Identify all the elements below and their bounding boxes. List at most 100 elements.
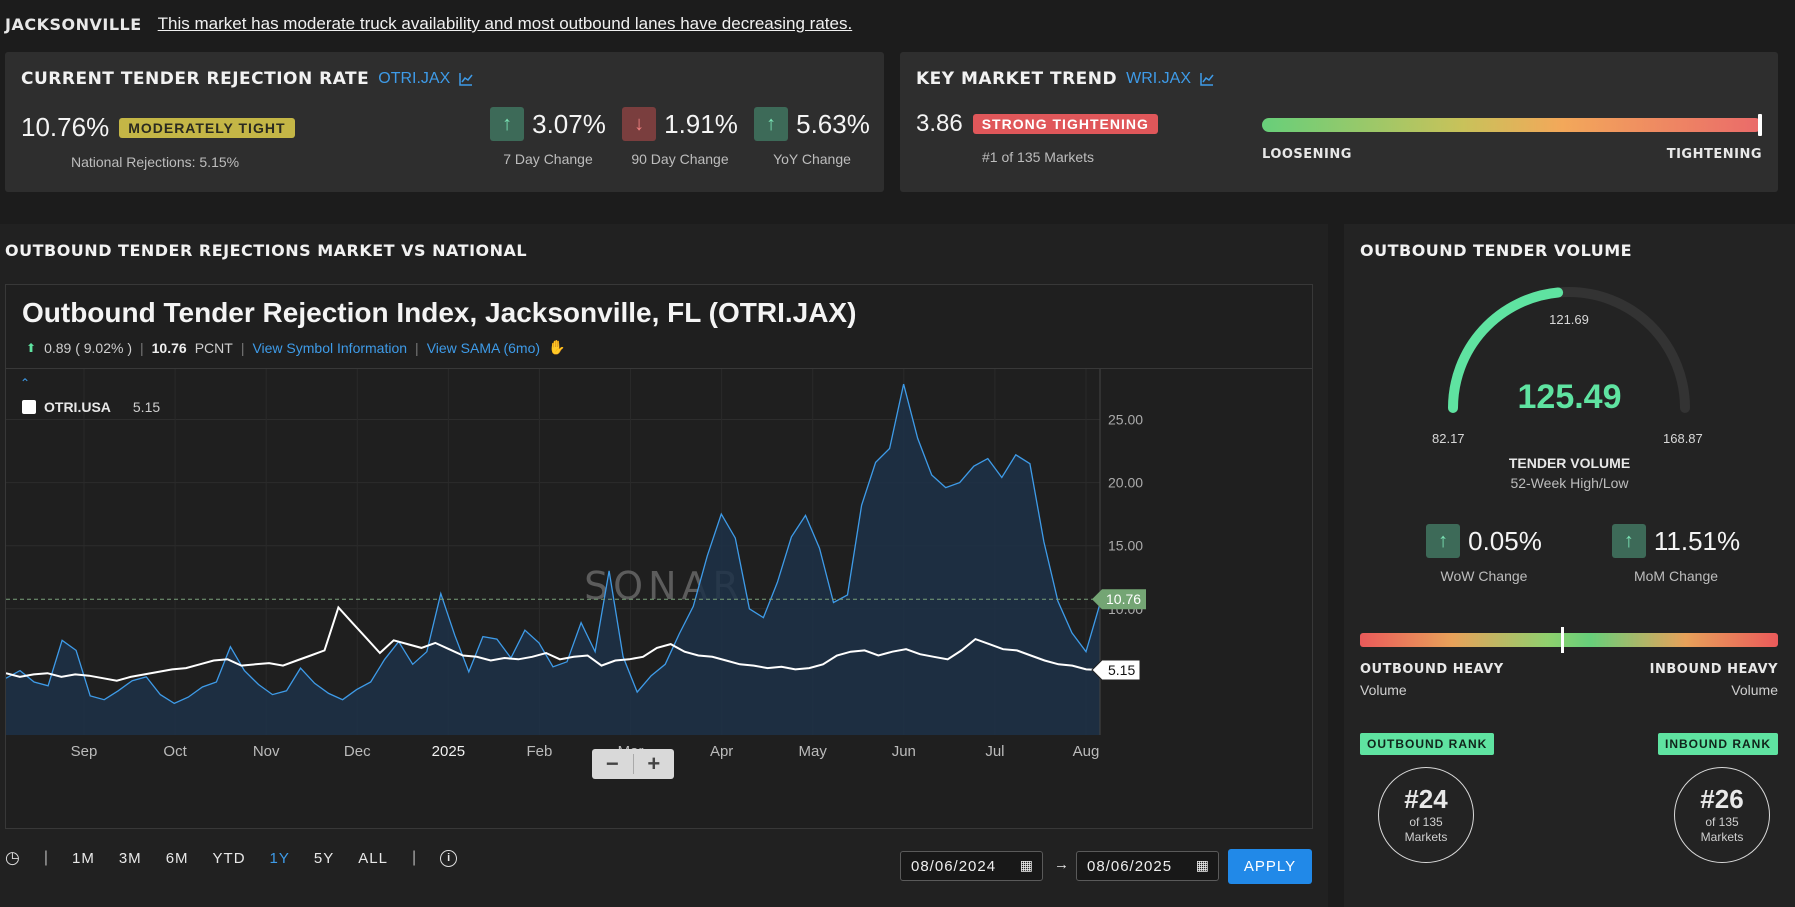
- balance-marker: [1561, 627, 1565, 653]
- gauge-marker-value: 121.69: [1549, 312, 1589, 327]
- calendar-icon[interactable]: ▦: [1195, 857, 1210, 873]
- view-sama-link[interactable]: View SAMA (6mo): [426, 339, 541, 356]
- section-title: OUTBOUND TENDER VOLUME: [1360, 241, 1633, 260]
- chart-section: OUTBOUND TENDER REJECTIONS MARKET VS NAT…: [0, 224, 1328, 907]
- volume-sublabel: 52-Week High/Low: [1510, 475, 1629, 491]
- trend-value: 3.86: [916, 110, 963, 137]
- info-icon[interactable]: i: [440, 849, 458, 867]
- gauge-high: 168.87: [1663, 431, 1703, 446]
- view-symbol-link[interactable]: View Symbol Information: [252, 339, 408, 356]
- change-7day: ↑ 3.07% 7 Day Change: [483, 107, 613, 167]
- range-3m-button[interactable]: 3M: [118, 849, 142, 867]
- change-label: WoW Change: [1440, 568, 1528, 584]
- inbound-rank-circle: #26 of 135 Markets: [1674, 767, 1770, 863]
- x-tick-label: Aug: [1073, 743, 1100, 760]
- range-ytd-button[interactable]: YTD: [212, 849, 246, 867]
- volume-value: 125.49: [1517, 378, 1622, 416]
- x-axis: SepOctNovDec2025FebMarAprMayJunJulAug: [71, 743, 1100, 760]
- rejection-rate-value: 10.76%: [21, 112, 110, 142]
- trend-gradient-bar: [1262, 114, 1762, 136]
- legend-swatch[interactable]: [22, 400, 36, 414]
- tightening-label: TIGHTENING: [1666, 147, 1762, 162]
- series-line-OTRI.USA: [6, 605, 1101, 682]
- series-line-OTRI.JAX: [6, 383, 1101, 705]
- outbound-rank-tag: OUTBOUND RANK: [1360, 733, 1495, 755]
- series-area-OTRI.JAX: [6, 384, 1100, 735]
- rank-markets: Markets: [1404, 830, 1448, 844]
- change-label: 90 Day Change: [631, 151, 729, 167]
- zoom-out-button[interactable]: −: [605, 751, 619, 776]
- symbol-link[interactable]: WRI.JAX: [1126, 70, 1192, 87]
- chart-frame: Outbound Tender Rejection Index, Jackson…: [5, 284, 1313, 829]
- range-1y-button[interactable]: 1Y: [269, 849, 290, 867]
- change-value: 5.63%: [796, 108, 870, 139]
- x-tick-label: May: [799, 743, 828, 760]
- chart-current-value: 10.76: [151, 339, 187, 356]
- panel-title: CURRENT TENDER REJECTION RATE: [21, 69, 370, 89]
- sama-icon[interactable]: ✋: [548, 339, 566, 355]
- chart-change: 0.89 ( 9.02% ): [44, 339, 132, 356]
- volume-gauge: [1448, 287, 1690, 413]
- arrow-up-icon: ↑: [490, 107, 525, 141]
- zoom-in-button[interactable]: +: [647, 751, 661, 776]
- change-90day: ↓ 1.91% 90 Day Change: [613, 107, 747, 167]
- gauge-fill: [1448, 287, 1564, 413]
- rank-markets: Markets: [1700, 830, 1744, 844]
- y-tick-label: 15.00: [1108, 538, 1143, 554]
- end-date-input[interactable]: 08/06/2025 ▦: [1076, 851, 1219, 881]
- section-title: OUTBOUND TENDER REJECTIONS MARKET VS NAT…: [5, 241, 528, 260]
- x-tick-label: Jun: [892, 743, 916, 760]
- range-toolbar: ◷ | 1M 3M 6M YTD 1Y 5Y ALL | i: [5, 848, 458, 868]
- volume-label: TENDER VOLUME: [1508, 455, 1631, 471]
- national-value-tag: [1091, 659, 1141, 681]
- loosening-label: LOOSENING: [1262, 147, 1352, 162]
- x-tick-label: Feb: [527, 743, 553, 760]
- range-6m-button[interactable]: 6M: [165, 849, 189, 867]
- arrow-down-icon: ↓: [622, 107, 657, 141]
- balance-bar: [1360, 627, 1778, 653]
- symbol-link[interactable]: OTRI.JAX: [378, 70, 451, 87]
- trend-marker: [1758, 114, 1762, 136]
- range-all-button[interactable]: ALL: [358, 849, 388, 867]
- arrow-up-icon: ↑: [754, 107, 789, 141]
- gauge-low: 82.17: [1432, 431, 1465, 446]
- inbound-rank-tag: INBOUND RANK: [1658, 733, 1778, 755]
- collapse-chevron-icon[interactable]: ⌃: [20, 376, 31, 390]
- legend-value: 5.15: [132, 399, 161, 415]
- end-date-value: 08/06/2025: [1087, 858, 1173, 875]
- market-header: JACKSONVILLE This market has moderate tr…: [5, 12, 852, 36]
- range-1m-button[interactable]: 1M: [72, 849, 95, 867]
- trend-badge: STRONG TIGHTENING: [972, 114, 1158, 134]
- start-date-input[interactable]: 08/06/2024 ▦: [900, 851, 1043, 881]
- panel-title: KEY MARKET TREND: [916, 69, 1118, 89]
- calendar-icon[interactable]: ▦: [1019, 857, 1034, 873]
- chart-line-icon[interactable]: [459, 72, 473, 86]
- change-value: 0.05%: [1468, 525, 1542, 556]
- x-tick-label: Apr: [710, 743, 733, 760]
- range-5y-button[interactable]: 5Y: [313, 849, 335, 867]
- inbound-rank-value: #26: [1700, 784, 1744, 814]
- y-tick-label: 20.00: [1108, 475, 1143, 491]
- legend-name: OTRI.USA: [44, 399, 111, 415]
- change-mom: ↑ 11.51% MoM Change: [1588, 524, 1764, 584]
- outbound-rank-value: #24: [1404, 784, 1448, 814]
- change-value: 3.07%: [532, 108, 606, 139]
- chart-line-icon[interactable]: [1200, 72, 1214, 86]
- tender-volume-panel: OUTBOUND TENDER VOLUME 121.69 125.49 82.…: [1344, 224, 1795, 907]
- rank-of-total: of 135: [1409, 815, 1443, 829]
- x-tick-label: Dec: [344, 743, 371, 760]
- chart-subheader: ⬆ 0.89 ( 9.02% ) | 10.76 PCNT | View Sym…: [26, 339, 566, 356]
- change-yoy: ↑ 5.63% YoY Change: [747, 107, 877, 167]
- market-value-tag: [1092, 589, 1146, 610]
- x-tick-label: Oct: [163, 743, 187, 760]
- market-summary-link[interactable]: This market has moderate truck availabil…: [157, 14, 853, 33]
- zoom-controls: − +: [592, 749, 674, 779]
- arrow-up-icon: ↑: [1611, 524, 1646, 558]
- national-rejections: National Rejections: 5.15%: [71, 154, 240, 170]
- start-date-value: 08/06/2024: [911, 858, 997, 875]
- y-tick-label: 25.00: [1108, 411, 1143, 427]
- inbound-heavy-label: INBOUND HEAVY: [1649, 662, 1778, 677]
- clock-icon[interactable]: ◷: [5, 848, 20, 867]
- apply-button[interactable]: APPLY: [1228, 849, 1312, 884]
